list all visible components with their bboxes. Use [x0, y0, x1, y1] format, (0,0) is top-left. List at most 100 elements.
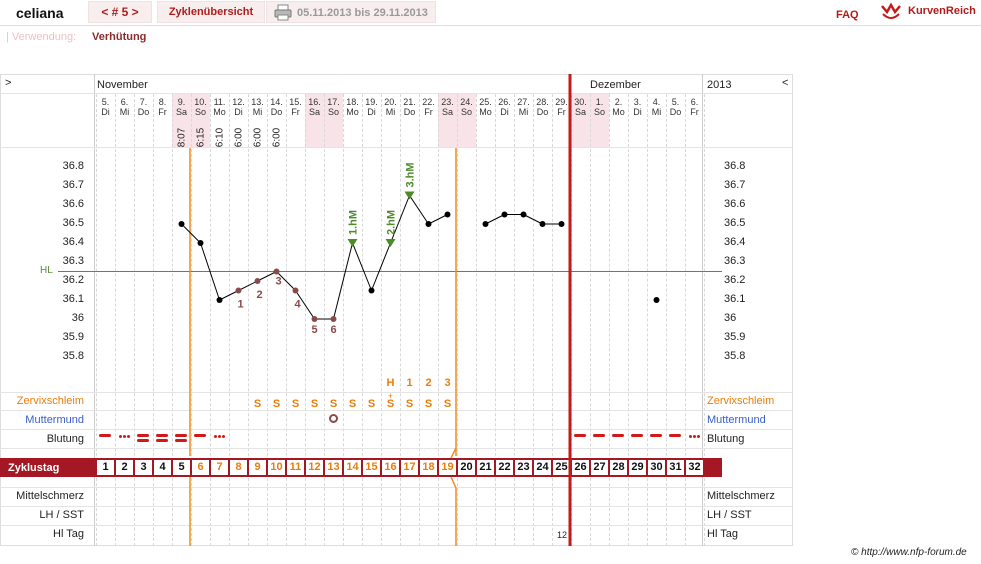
hl-label: HL	[40, 265, 53, 276]
grid-vline	[248, 94, 249, 546]
temperature-point[interactable]	[653, 297, 660, 303]
day-weekday: So	[327, 107, 339, 117]
cycle-day[interactable]: 12	[306, 460, 323, 475]
cycle-day[interactable]: 13	[325, 460, 342, 475]
temperature-point[interactable]	[425, 221, 432, 227]
cycle-day[interactable]: 2	[116, 460, 133, 475]
chart-frame	[0, 74, 793, 546]
temperature-point[interactable]	[273, 268, 280, 275]
temperature-point[interactable]	[482, 221, 489, 227]
zervix-symbol[interactable]: S	[424, 398, 433, 410]
temperature-point[interactable]	[235, 287, 242, 294]
cycle-day[interactable]: 23	[515, 460, 532, 475]
temperature-point[interactable]	[330, 316, 337, 322]
high-temp-marker[interactable]	[347, 239, 358, 247]
nav-right-arrow[interactable]: <	[782, 77, 789, 89]
cycle-day[interactable]: 28	[610, 460, 627, 475]
temperature-point[interactable]	[254, 278, 261, 284]
curve-segment	[276, 271, 296, 291]
cycle-nav[interactable]: < # 5 >	[88, 1, 152, 23]
bleeding-mark	[119, 435, 122, 438]
curve-segment	[485, 214, 505, 225]
high-temp-marker[interactable]	[385, 239, 396, 247]
temperature-point[interactable]	[520, 211, 527, 218]
zervix-symbol[interactable]: S	[386, 398, 395, 410]
high-temp-label: 2.hM	[386, 210, 398, 235]
cycle-day[interactable]: 19	[439, 460, 456, 475]
temperature-point[interactable]	[178, 221, 185, 227]
grid-vline	[438, 94, 439, 546]
temperature-point[interactable]	[216, 297, 223, 303]
day-weekday: Mi	[385, 107, 396, 117]
cycle-day[interactable]: 22	[496, 460, 513, 475]
month-november: November	[97, 79, 148, 91]
cycle-day[interactable]: 18	[420, 460, 437, 475]
zervix-symbol[interactable]: S	[348, 398, 357, 410]
temperature-point[interactable]	[292, 287, 299, 294]
cycle-day[interactable]: 29	[629, 460, 646, 475]
cycle-day[interactable]: 24	[534, 460, 551, 475]
y-tick-label-right: 35.9	[724, 331, 746, 343]
temperature-point[interactable]	[368, 287, 375, 294]
day-weekday: Di	[101, 107, 110, 117]
cycle-day[interactable]: 16	[382, 460, 399, 475]
temperature-point[interactable]	[311, 316, 318, 322]
cycle-day[interactable]: 6	[192, 460, 209, 475]
cycle-day[interactable]: 7	[211, 460, 228, 475]
cycle-day[interactable]: 31	[667, 460, 684, 475]
bleeding-mark	[99, 434, 111, 437]
cycle-day[interactable]: 5	[173, 460, 190, 475]
zervix-count: 3	[444, 377, 451, 389]
cycle-day[interactable]: 15	[363, 460, 380, 475]
cycle-day[interactable]: 21	[477, 460, 494, 475]
temperature-point[interactable]	[444, 211, 451, 218]
cycle-day[interactable]: 27	[591, 460, 608, 475]
cycle-day[interactable]: 17	[401, 460, 418, 475]
cycle-day[interactable]: 4	[154, 460, 171, 475]
day-header: 24. So	[457, 97, 476, 117]
cycle-overview-link[interactable]: Zyklenübersicht	[157, 1, 265, 23]
cycle-day[interactable]: 25	[553, 460, 570, 475]
day-header: 1. So	[590, 97, 609, 117]
cycle-day[interactable]: 20	[458, 460, 475, 475]
cycle-day[interactable]: 11	[287, 460, 304, 475]
temperature-point[interactable]	[558, 221, 565, 227]
cycle-day[interactable]: 10	[268, 460, 285, 475]
grid-vline	[96, 94, 97, 546]
zervix-symbol[interactable]: S	[310, 398, 319, 410]
high-temp-marker[interactable]	[404, 191, 415, 200]
zervix-symbol[interactable]: S	[367, 398, 376, 410]
zervix-symbol[interactable]: S	[291, 398, 300, 410]
zervix-symbol[interactable]: S	[272, 398, 281, 410]
low-temp-label: 6	[330, 324, 336, 336]
nav-left-arrow[interactable]: >	[5, 77, 12, 89]
cycle-day[interactable]: 26	[572, 460, 589, 475]
cycle-day[interactable]: 14	[344, 460, 361, 475]
cycle-day[interactable]: 1	[97, 460, 114, 475]
cycle-day[interactable]: 9	[249, 460, 266, 475]
faq-link[interactable]: FAQ	[836, 9, 859, 21]
bleeding-mark	[669, 434, 681, 437]
temperature-point[interactable]	[539, 221, 546, 227]
grid-hline	[0, 93, 793, 94]
cycle-day[interactable]: 30	[648, 460, 665, 475]
bleeding-mark	[574, 434, 586, 437]
bleeding-mark	[175, 439, 187, 442]
cycle-day[interactable]: 8	[230, 460, 247, 475]
kurvenreich-logo-icon[interactable]	[880, 2, 902, 20]
zervix-symbol[interactable]: S	[253, 398, 262, 410]
y-tick-label-right: 36.2	[724, 274, 746, 286]
temperature-point[interactable]	[501, 211, 508, 218]
zervix-symbol[interactable]: S	[405, 398, 414, 410]
temperature-point[interactable]	[197, 240, 204, 246]
evaluation-line	[450, 447, 457, 459]
cycle-day[interactable]: 32	[686, 460, 703, 475]
kurvenreich-link[interactable]: KurvenReich	[908, 5, 976, 17]
cycle-day[interactable]: 3	[135, 460, 152, 475]
zervix-symbol[interactable]: S	[329, 398, 338, 410]
zervix-symbol[interactable]: S	[443, 398, 452, 410]
printer-icon[interactable]	[274, 4, 292, 21]
curve-segment	[523, 214, 543, 225]
day-date: 12.	[232, 97, 245, 107]
day-date: 25.	[479, 97, 492, 107]
